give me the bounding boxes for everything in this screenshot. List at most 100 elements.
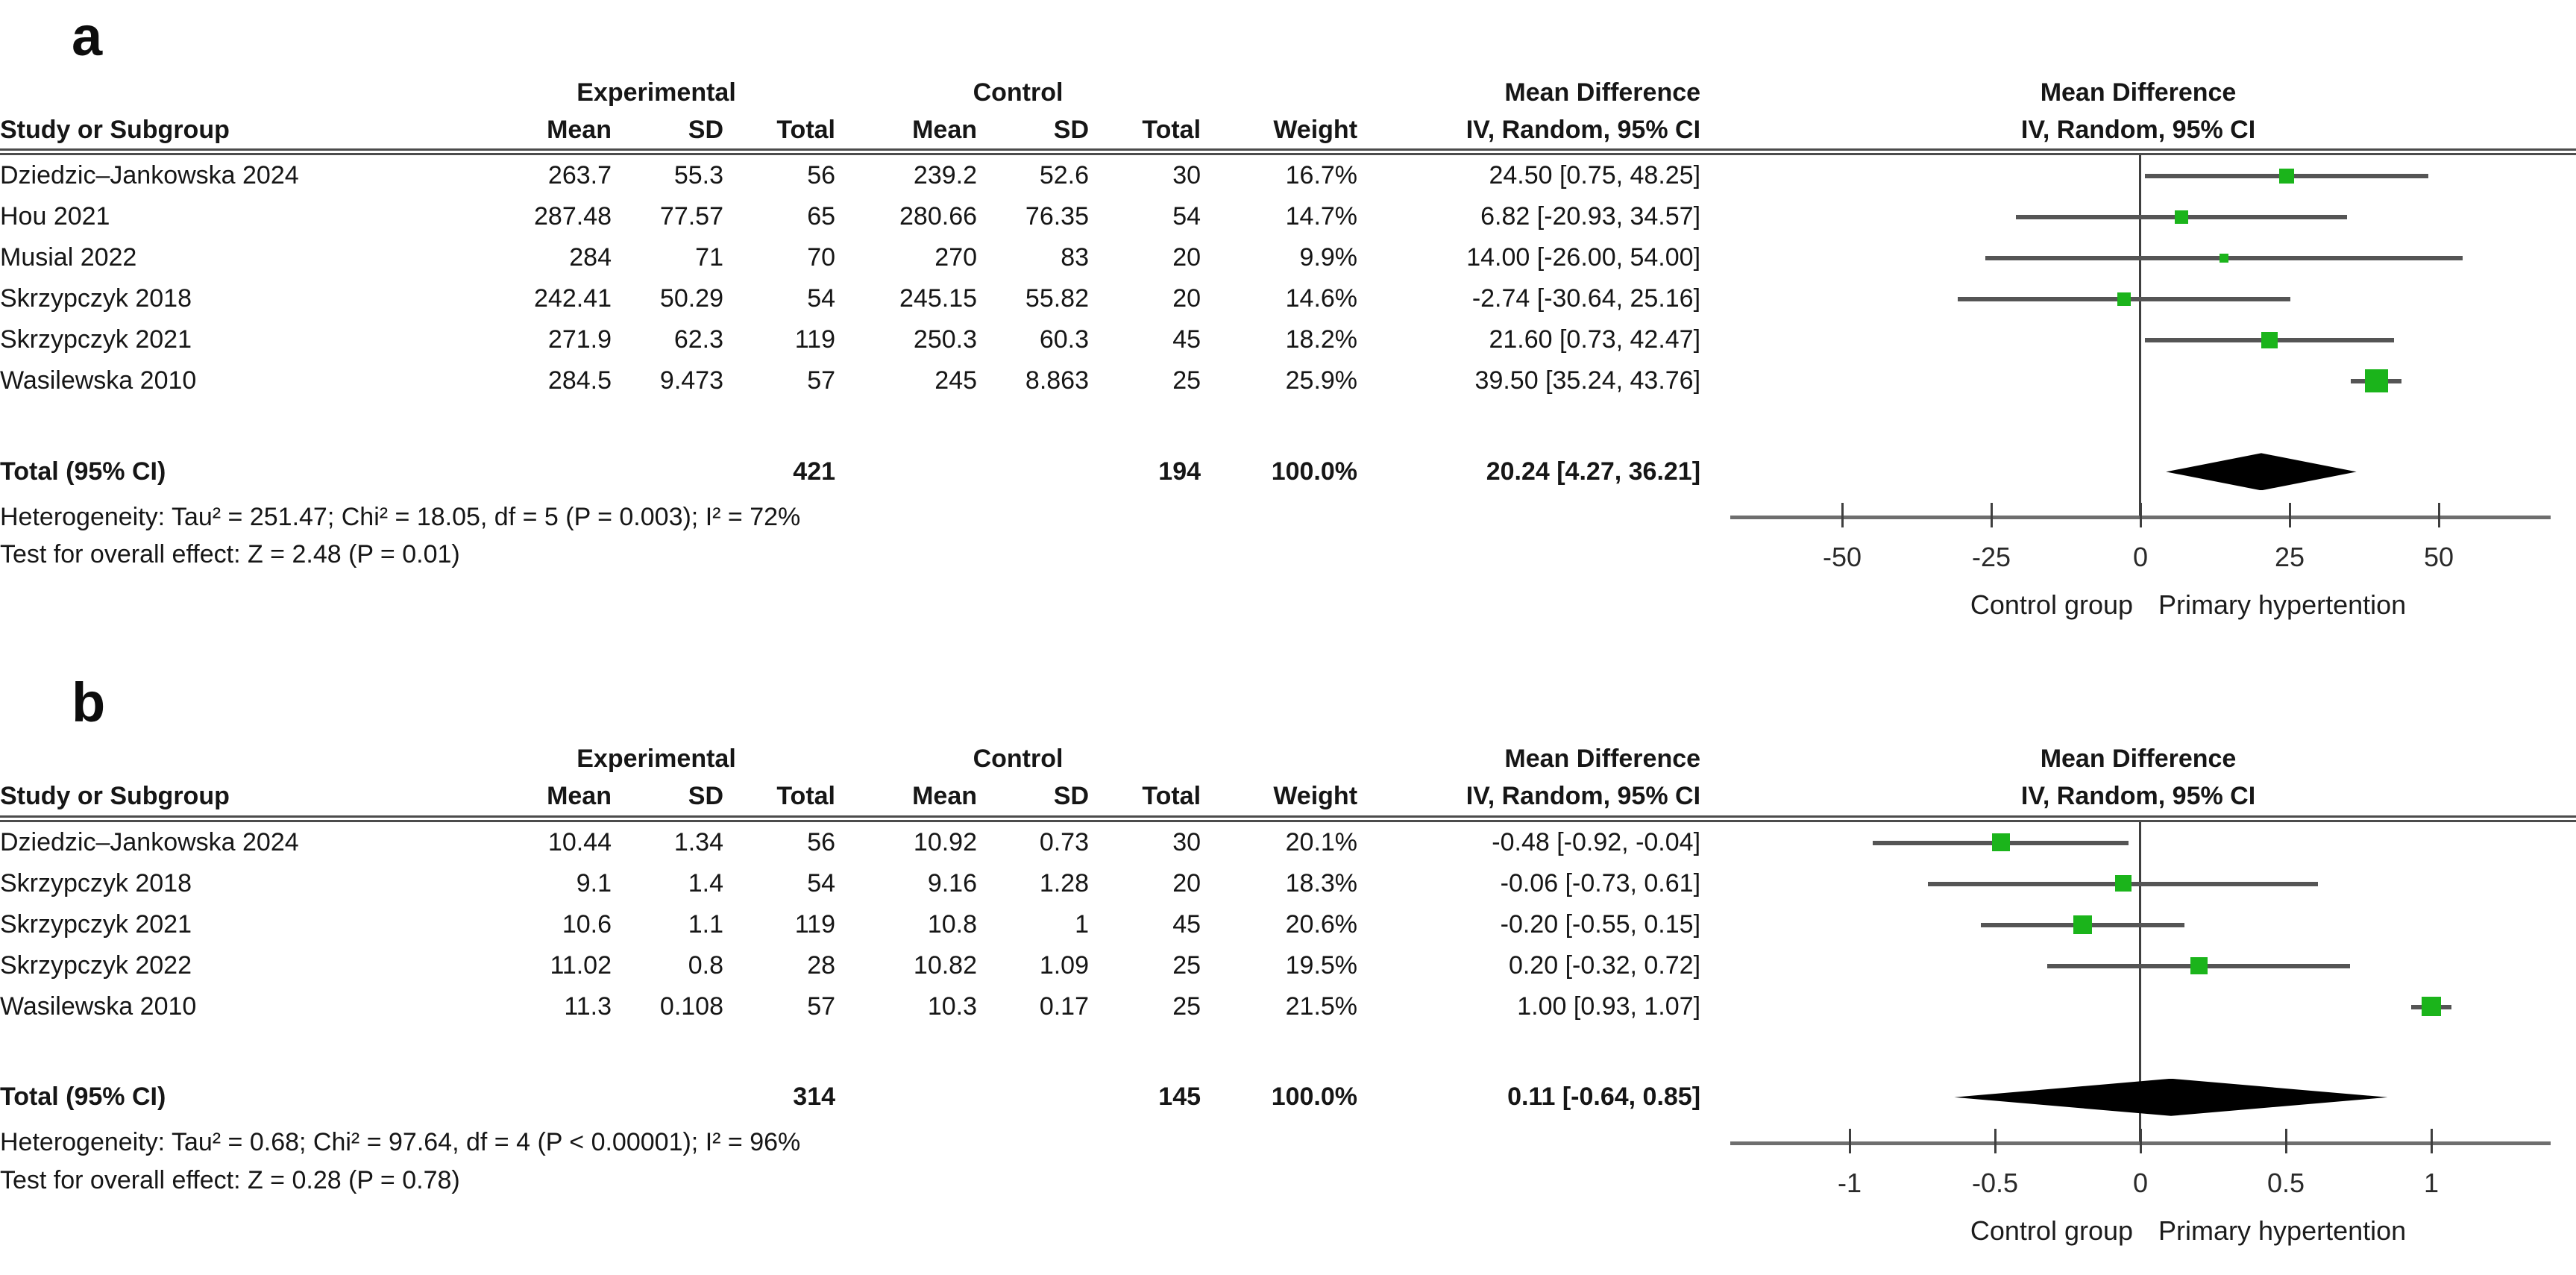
exp-mean-cell: 271.9 [547,325,612,354]
axis-caption-right: Primary hypertention [2158,1215,2407,1246]
exp-mean-cell: 284.5 [547,366,612,395]
study-name-cell: Musial 2022 [0,243,137,272]
axis-tick-label: 0 [2133,1167,2149,1198]
study-name-cell: Wasilewska 2010 [0,366,197,395]
col-header-ci: IV, Random, 95% CI [1466,115,1701,144]
panel-label: a [72,5,103,67]
axis-caption-row: Control group Primary hypertention [0,1213,2576,1255]
panel-label: b [72,671,106,734]
exp-sd-cell: 0.108 [659,992,723,1021]
axis-tick [1994,1128,1997,1153]
ci-text-cell: -0.20 [-0.55, 0.15] [1500,909,1701,939]
axis-tick-label: 0 [2133,542,2149,573]
ctl-total-cell: 45 [1172,909,1201,939]
group-header-control: Control [973,78,1064,107]
exp-total-cell: 56 [807,161,836,190]
ctl-total-cell: 30 [1172,161,1201,190]
axis-tick-label: 1 [2424,1167,2440,1198]
ctl-sd-cell: 1 [1075,909,1090,939]
axis-caption-row: Control group Primary hypertention [0,587,2576,629]
study-name-cell: Skrzypczyk 2022 [0,950,192,980]
exp-total-cell: 56 [807,827,836,856]
effect-square [2220,253,2229,263]
total-ci-text: 0.11 [-0.64, 0.85] [1507,1083,1701,1112]
ctl-sd-cell: 76.35 [1025,202,1090,231]
ctl-sd-cell: 8.863 [1025,366,1090,395]
exp-mean-cell: 284 [569,243,612,272]
exp-sd-cell: 77.57 [659,202,723,231]
plot-axis-cell [1700,493,2576,541]
col-header-ctl-mean: Mean [912,782,978,811]
study-name-cell: Wasilewska 2010 [0,992,197,1021]
plot-ci-header: IV, Random, 95% CI [2020,782,2256,811]
ci-plot-cell [1700,237,2576,279]
axis-caption-left: Control group [1970,1215,2134,1246]
ctl-total-cell: 30 [1172,827,1201,856]
col-header-ctl-total: Total [1142,115,1201,144]
header-rule-row [0,148,2576,156]
exp-total-cell: 119 [794,325,836,354]
exp-total-cell: 57 [807,366,836,395]
axis-tick [1848,1128,1851,1153]
effect-square [2117,292,2132,306]
exp-mean-cell: 11.02 [550,950,612,980]
axis-tick [2139,503,2142,528]
col-header-exp-mean: Mean [547,782,612,811]
axis-tick-label: -0.5 [1972,1167,2019,1198]
ci-plot-cell [1700,903,2576,945]
effect-square [2073,915,2092,934]
ctl-total-cell: 25 [1172,950,1201,980]
axis-tick [2288,503,2291,528]
study-row: Dziedzic–Jankowska 2024 10.44 1.34 56 10.92 0… [0,821,2576,863]
exp-mean-cell: 10.44 [547,827,612,856]
total-ctl-total: 194 [1158,457,1201,486]
panel-a: a Experimental Control Mean Difference M… [0,6,2576,629]
study-row: Skrzypczyk 2022 11.02 0.8 28 10.82 1.09 25 19.5… [0,944,2576,986]
axis-caption-left: Control group [1970,589,2134,621]
ctl-mean-cell: 250.3 [913,325,978,354]
exp-sd-cell: 0.8 [688,950,723,980]
study-row: Skrzypczyk 2021 271.9 62.3 119 250.3 60.3 45 18… [0,319,2576,361]
weight-cell: 19.5% [1285,950,1358,980]
ctl-total-cell: 20 [1172,868,1201,897]
col-header-weight: Weight [1273,115,1358,144]
double-rule [0,815,2576,822]
total-ci-text: 20.24 [4.27, 36.21] [1486,457,1701,486]
zero-line [2139,450,2142,494]
exp-mean-cell: 263.7 [547,161,612,190]
zero-line [2139,986,2142,1027]
plot-spacer-cell [1700,1027,2576,1076]
group-header-control: Control [973,745,1064,774]
ci-plot-cell [1700,360,2576,402]
study-row: Wasilewska 2010 11.3 0.108 57 10.3 0.17 25 21.5… [0,986,2576,1027]
forest-table-a: Experimental Control Mean Difference Mea… [0,74,2576,629]
plot-total-cell [1700,1075,2576,1119]
weight-cell: 18.2% [1285,325,1358,354]
overall-effect-text: Test for overall effect: Z = 2.48 (P = 0… [0,540,460,569]
effect-square [2279,168,2295,184]
plot-ci-header: IV, Random, 95% CI [2020,115,2256,144]
ci-text-cell: 6.82 [-20.93, 34.57] [1480,202,1701,231]
exp-total-cell: 119 [794,909,836,939]
total-diamond [1954,1078,2388,1116]
ci-plot-cell [1700,196,2576,238]
ctl-sd-cell: 60.3 [1039,325,1090,354]
total-row: Total (95% CI) 314 145 100.0% 0.11 [-0.6… [0,1075,2576,1119]
ci-text-cell: 39.50 [35.24, 43.76] [1474,366,1701,395]
ci-text-cell: 21.60 [0.73, 42.47] [1489,325,1701,354]
plot-caption-cell: Control group Primary hypertention [1700,1213,2576,1255]
exp-sd-cell: 1.1 [688,909,723,939]
axis-tick-label: -1 [1838,1167,1862,1198]
plot-effect-header: Mean Difference [2040,78,2237,107]
ctl-sd-cell: 52.6 [1039,161,1090,190]
exp-sd-cell: 62.3 [673,325,723,354]
ci-text-cell: 24.50 [0.75, 48.25] [1489,161,1701,190]
exp-sd-cell: 1.4 [688,868,723,897]
ctl-sd-cell: 1.09 [1039,950,1090,980]
ctl-sd-cell: 55.82 [1025,284,1090,313]
study-row: Wasilewska 2010 284.5 9.473 57 245 8.863 25 25.… [0,360,2576,402]
ctl-mean-cell: 239.2 [913,161,978,190]
double-rule [0,148,2576,156]
col-header-weight: Weight [1273,782,1358,811]
study-rows: Dziedzic–Jankowska 2024 10.44 1.34 56 10.92 0… [0,821,2576,1027]
